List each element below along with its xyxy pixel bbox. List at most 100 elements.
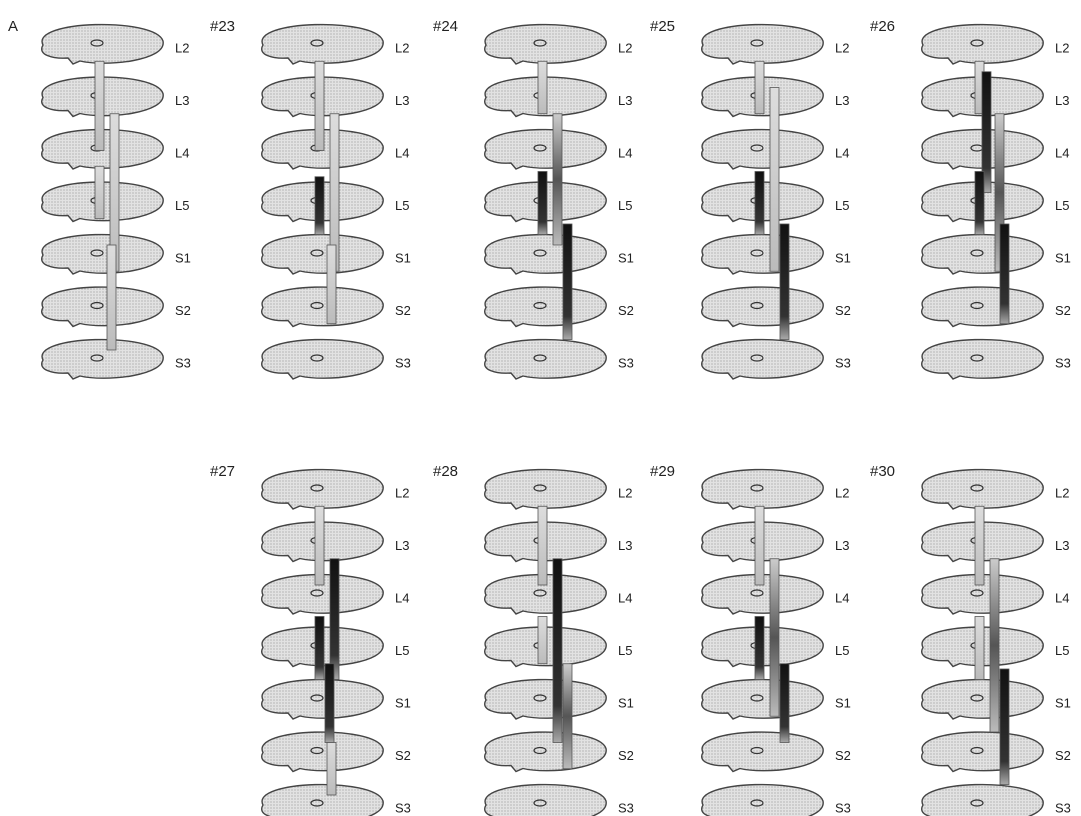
root-bar (755, 617, 764, 680)
panel-label: #25 (650, 18, 675, 35)
panel-label: #28 (433, 463, 458, 480)
level-label: S1 (835, 250, 851, 265)
level-label: L4 (618, 145, 632, 160)
root-bar (325, 664, 334, 743)
level-label: S3 (395, 355, 411, 370)
root-bar (538, 61, 547, 114)
root-bar (327, 743, 336, 796)
level-label: S1 (1055, 695, 1071, 710)
root-bar (780, 664, 789, 743)
level-label: L5 (175, 198, 189, 213)
level-label: L3 (1055, 93, 1069, 108)
root-bar (538, 172, 547, 235)
level-label: L5 (618, 198, 632, 213)
level-label: L2 (1055, 485, 1069, 500)
root-bar (553, 559, 562, 743)
level-label: S1 (835, 695, 851, 710)
level-label: S1 (1055, 250, 1071, 265)
spine-panel: L2L3L4L5S1S2S3#26 (870, 18, 1071, 379)
root-bar (315, 617, 324, 680)
root-bar (553, 114, 562, 245)
level-label: S1 (618, 250, 634, 265)
level-label: L2 (175, 40, 189, 55)
root-bar (1000, 224, 1009, 324)
level-label: S2 (395, 303, 411, 318)
level-label: L3 (175, 93, 189, 108)
root-bar (315, 506, 324, 585)
level-label: L3 (618, 538, 632, 553)
level-label: S1 (618, 695, 634, 710)
level-label: L2 (618, 40, 632, 55)
level-label: L5 (835, 198, 849, 213)
root-bar (563, 224, 572, 340)
level-label: S3 (835, 800, 851, 815)
level-label: S3 (618, 355, 634, 370)
level-label: S1 (395, 695, 411, 710)
root-bar (770, 88, 779, 272)
level-label: S3 (618, 800, 634, 815)
level-label: S2 (835, 748, 851, 763)
panel-label: #26 (870, 18, 895, 35)
level-label: S2 (395, 748, 411, 763)
level-label: L2 (395, 485, 409, 500)
level-label: L5 (835, 643, 849, 658)
level-label: L4 (395, 145, 409, 160)
root-bar (975, 506, 984, 585)
level-label: S1 (175, 250, 191, 265)
level-label: S3 (175, 355, 191, 370)
level-label: S1 (395, 250, 411, 265)
spine-panel: L2L3L4L5S1S2S3#24 (433, 18, 634, 379)
root-bar (538, 617, 547, 664)
root-bar (755, 172, 764, 235)
root-bar (315, 177, 324, 235)
level-label: L5 (1055, 198, 1069, 213)
level-label: S2 (1055, 748, 1071, 763)
root-bar (770, 559, 779, 717)
root-bar (95, 166, 104, 219)
root-bar (315, 61, 324, 150)
level-label: L3 (1055, 538, 1069, 553)
level-label: L4 (1055, 590, 1069, 605)
panel-label: #29 (650, 463, 675, 480)
level-label: S3 (395, 800, 411, 815)
spine-panel: L2 L3 L4 L5 S1 S2 S3 #28 (433, 463, 634, 816)
level-label: L4 (835, 145, 849, 160)
level-label: S2 (618, 303, 634, 318)
level-label: L2 (395, 40, 409, 55)
level-label: S3 (1055, 800, 1071, 815)
level-label: L3 (395, 93, 409, 108)
level-label: L2 (618, 485, 632, 500)
root-bar (1000, 669, 1009, 785)
root-bar (107, 245, 116, 350)
level-label: L4 (175, 145, 189, 160)
root-bar (95, 61, 104, 150)
root-bar (780, 224, 789, 340)
root-bar (330, 559, 339, 680)
level-label: L4 (835, 590, 849, 605)
root-bar (327, 245, 336, 324)
level-label: L2 (835, 485, 849, 500)
level-label: L3 (835, 93, 849, 108)
root-bar (975, 172, 984, 235)
level-label: L4 (1055, 145, 1069, 160)
level-label: S2 (618, 748, 634, 763)
root-bar (563, 664, 572, 769)
cord-slice (922, 785, 1043, 816)
figure: L2L3L4L5S1S2S3AL2L3L4L5S1S2S3#23L2L3L4L5… (0, 0, 1081, 816)
level-label: L5 (618, 643, 632, 658)
panel-label: #27 (210, 463, 235, 480)
level-label: S2 (835, 303, 851, 318)
panel-label: #24 (433, 18, 458, 35)
root-bar (755, 506, 764, 585)
spine-panel: L2 L3 L4 L5 S1 S2 S3 #30 (870, 463, 1071, 816)
cord-slice (485, 785, 606, 816)
level-label: L4 (618, 590, 632, 605)
panel-label: #30 (870, 463, 895, 480)
level-label: L2 (835, 40, 849, 55)
root-bar (755, 61, 764, 114)
level-label: L5 (1055, 643, 1069, 658)
